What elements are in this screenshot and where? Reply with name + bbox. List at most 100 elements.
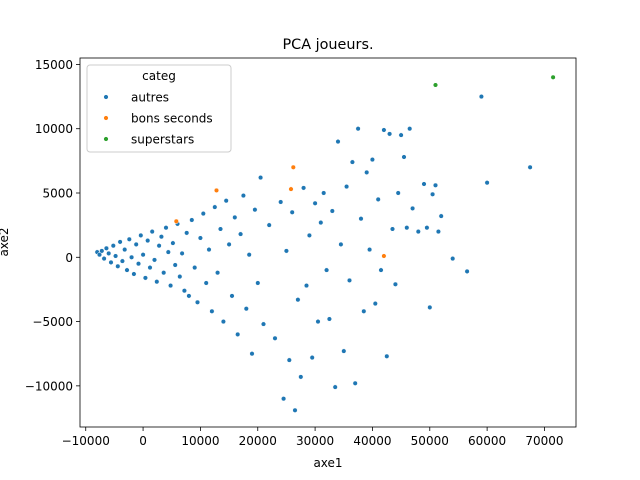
legend-label-superstars: superstars [131, 133, 194, 147]
x-tick-label-3: 20000 [239, 434, 277, 448]
point-autres-127 [484, 180, 490, 186]
point-autres-90 [338, 241, 344, 247]
point-autres-91 [341, 348, 347, 354]
point-superstars-1 [550, 74, 556, 80]
point-autres-17 [133, 241, 139, 247]
point-autres-11 [119, 258, 125, 264]
point-autres-7 [110, 243, 116, 249]
point-autres-12 [122, 247, 128, 253]
point-autres-2 [99, 248, 105, 254]
point-autres-69 [278, 199, 284, 205]
point-autres-77 [301, 185, 307, 191]
point-autres-79 [306, 232, 312, 238]
point-autres-5 [106, 250, 112, 256]
y-tick-label-3: 5000 [42, 187, 73, 201]
point-autres-40 [186, 293, 192, 299]
point-autres-119 [427, 304, 433, 310]
x-axis-label: axe1 [313, 456, 342, 470]
legend: categ autres bons seconds superstars [86, 64, 232, 153]
point-autres-85 [324, 267, 330, 273]
point-autres-1 [96, 252, 103, 258]
x-tick-label-4: 30000 [296, 434, 334, 448]
point-autres-47 [206, 247, 212, 253]
point-autres-111 [398, 132, 404, 138]
y-tick-label-0: −10000 [25, 379, 73, 393]
point-autres-65 [258, 175, 264, 181]
point-autres-39 [184, 230, 190, 236]
point-autres-112 [401, 154, 407, 160]
point-autres-70 [281, 396, 287, 402]
legend-label-bons-seconds: bons seconds [131, 112, 213, 126]
point-autres-116 [415, 229, 421, 235]
point-autres-100 [367, 247, 373, 253]
point-autres-25 [151, 257, 158, 263]
point-autres-34 [172, 262, 178, 268]
point-autres-56 [232, 214, 238, 220]
point-bons-seconds-2 [288, 186, 294, 192]
point-autres-6 [108, 259, 114, 265]
point-autres-73 [289, 209, 295, 215]
point-autres-99 [364, 169, 370, 175]
point-autres-50 [215, 270, 221, 276]
point-autres-59 [240, 193, 246, 199]
point-autres-42 [192, 265, 198, 271]
point-autres-96 [355, 126, 361, 132]
plot-frame [79, 57, 577, 428]
point-autres-83 [318, 220, 324, 226]
point-autres-3 [101, 256, 107, 262]
points-layer [94, 74, 556, 413]
x-tick-label-5: 40000 [353, 434, 391, 448]
point-autres-97 [358, 216, 364, 222]
point-autres-88 [332, 384, 338, 390]
point-autres-121 [432, 182, 439, 188]
point-autres-114 [407, 126, 413, 132]
point-autres-57 [235, 331, 241, 337]
point-autres-123 [438, 213, 444, 219]
point-autres-117 [421, 181, 427, 187]
point-autres-13 [124, 267, 130, 273]
legend-title: categ [142, 69, 176, 83]
point-autres-37 [179, 250, 185, 256]
point-autres-52 [220, 319, 226, 325]
point-autres-66 [260, 321, 267, 327]
point-bons-seconds-3 [290, 164, 296, 170]
point-autres-33 [170, 240, 176, 246]
point-autres-29 [161, 270, 167, 276]
point-autres-51 [217, 226, 224, 232]
point-autres-8 [113, 253, 119, 259]
point-autres-72 [286, 357, 292, 363]
point-autres-36 [177, 274, 183, 280]
point-autres-28 [158, 234, 164, 240]
point-autres-31 [165, 249, 171, 255]
point-autres-93 [346, 277, 353, 283]
chart-title: PCA joueurs. [282, 37, 373, 53]
x-tick-label-2: 10000 [181, 434, 219, 448]
point-autres-14 [126, 236, 132, 242]
point-autres-75 [295, 297, 301, 303]
point-autres-23 [147, 265, 153, 271]
point-autres-45 [200, 211, 206, 217]
point-autres-68 [272, 335, 278, 341]
point-autres-109 [392, 281, 398, 287]
legend-marker-bons-seconds [103, 115, 109, 121]
point-autres-113 [404, 225, 410, 231]
point-autres-86 [326, 316, 332, 322]
point-autres-10 [117, 239, 123, 245]
y-tick-label-1: −5000 [32, 315, 73, 329]
point-autres-61 [246, 252, 252, 258]
point-autres-92 [344, 184, 350, 190]
point-autres-30 [163, 225, 169, 231]
point-autres-27 [156, 243, 162, 249]
y-tick-label-2: 0 [65, 251, 73, 265]
point-autres-58 [238, 231, 244, 237]
legend-box [86, 64, 232, 153]
point-autres-26 [154, 279, 160, 285]
point-autres-125 [464, 268, 470, 274]
point-autres-4 [103, 245, 109, 251]
point-autres-84 [321, 190, 327, 196]
point-autres-106 [384, 353, 390, 359]
point-autres-94 [349, 159, 355, 165]
point-autres-102 [372, 301, 378, 307]
point-autres-128 [527, 164, 533, 170]
